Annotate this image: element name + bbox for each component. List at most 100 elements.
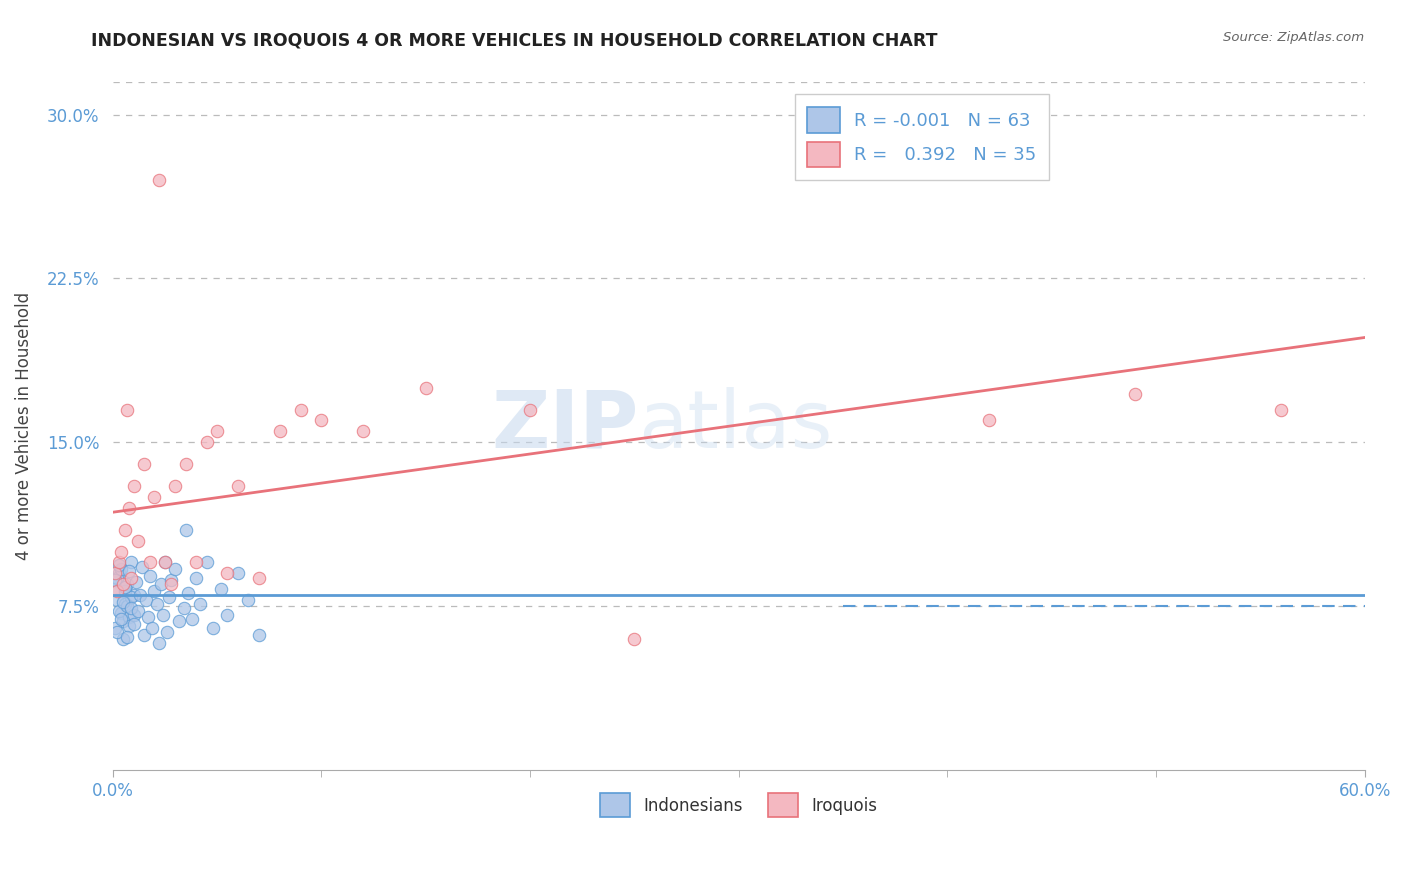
- Point: [121, 601, 143, 615]
- Point: [114, 597, 136, 611]
- Point: [186, 571, 208, 585]
- Text: ZIP: ZIP: [491, 387, 638, 465]
- Point: [238, 592, 260, 607]
- Point: [114, 583, 136, 598]
- Point: [108, 566, 131, 581]
- Point: [105, 592, 128, 607]
- Point: [122, 479, 145, 493]
- Point: [122, 616, 145, 631]
- Point: [217, 607, 239, 622]
- Point: [124, 575, 146, 590]
- Point: [128, 588, 150, 602]
- Point: [117, 599, 139, 614]
- Point: [195, 435, 218, 450]
- Point: [118, 564, 141, 578]
- Point: [143, 583, 166, 598]
- Legend: Indonesians, Iroquois: Indonesians, Iroquois: [593, 787, 884, 823]
- Point: [415, 381, 437, 395]
- Point: [104, 573, 127, 587]
- Point: [290, 402, 312, 417]
- Point: [122, 607, 145, 622]
- Point: [143, 490, 166, 504]
- Point: [110, 562, 132, 576]
- Point: [104, 566, 127, 581]
- Point: [139, 556, 162, 570]
- Point: [121, 591, 143, 605]
- Point: [132, 627, 155, 641]
- Point: [181, 612, 204, 626]
- Point: [136, 610, 159, 624]
- Point: [226, 566, 249, 581]
- Point: [121, 556, 143, 570]
- Point: [118, 619, 141, 633]
- Point: [247, 571, 270, 585]
- Y-axis label: 4 or more Vehicles in Household: 4 or more Vehicles in Household: [15, 292, 32, 560]
- Point: [160, 573, 183, 587]
- Point: [118, 610, 141, 624]
- Point: [201, 621, 224, 635]
- Point: [352, 425, 374, 439]
- Point: [121, 571, 143, 585]
- Point: [623, 632, 645, 646]
- Point: [205, 425, 228, 439]
- Point: [108, 556, 131, 570]
- Point: [117, 630, 139, 644]
- Point: [1270, 402, 1292, 417]
- Point: [110, 544, 132, 558]
- Point: [177, 586, 200, 600]
- Point: [186, 556, 208, 570]
- Point: [117, 577, 139, 591]
- Point: [105, 625, 128, 640]
- Point: [112, 577, 135, 591]
- Point: [108, 558, 131, 572]
- Point: [112, 632, 135, 646]
- Point: [153, 556, 176, 570]
- Point: [156, 625, 179, 640]
- Point: [173, 601, 195, 615]
- Point: [118, 500, 141, 515]
- Point: [979, 413, 1001, 427]
- Point: [149, 577, 172, 591]
- Point: [127, 603, 149, 617]
- Point: [165, 479, 187, 493]
- Point: [117, 402, 139, 417]
- Point: [114, 580, 136, 594]
- Point: [174, 457, 197, 471]
- Point: [209, 582, 232, 596]
- Text: Source: ZipAtlas.com: Source: ZipAtlas.com: [1223, 31, 1364, 45]
- Point: [127, 533, 149, 548]
- Point: [104, 621, 127, 635]
- Point: [131, 559, 153, 574]
- Point: [132, 457, 155, 471]
- Point: [226, 479, 249, 493]
- Point: [190, 597, 212, 611]
- Point: [160, 577, 183, 591]
- Point: [122, 588, 145, 602]
- Point: [112, 615, 135, 629]
- Point: [195, 556, 218, 570]
- Point: [112, 595, 135, 609]
- Point: [141, 621, 163, 635]
- Point: [110, 606, 132, 620]
- Point: [139, 568, 162, 582]
- Point: [247, 627, 270, 641]
- Point: [148, 173, 170, 187]
- Point: [174, 523, 197, 537]
- Point: [519, 402, 541, 417]
- Point: [105, 583, 128, 598]
- Point: [110, 612, 132, 626]
- Point: [104, 582, 127, 596]
- Point: [269, 425, 291, 439]
- Text: INDONESIAN VS IROQUOIS 4 OR MORE VEHICLES IN HOUSEHOLD CORRELATION CHART: INDONESIAN VS IROQUOIS 4 OR MORE VEHICLE…: [91, 31, 938, 49]
- Point: [105, 571, 128, 585]
- Point: [169, 615, 191, 629]
- Point: [217, 566, 239, 581]
- Point: [311, 413, 333, 427]
- Text: atlas: atlas: [638, 387, 832, 465]
- Point: [145, 597, 167, 611]
- Point: [1123, 387, 1146, 401]
- Point: [135, 592, 157, 607]
- Point: [165, 562, 187, 576]
- Point: [152, 607, 174, 622]
- Point: [114, 523, 136, 537]
